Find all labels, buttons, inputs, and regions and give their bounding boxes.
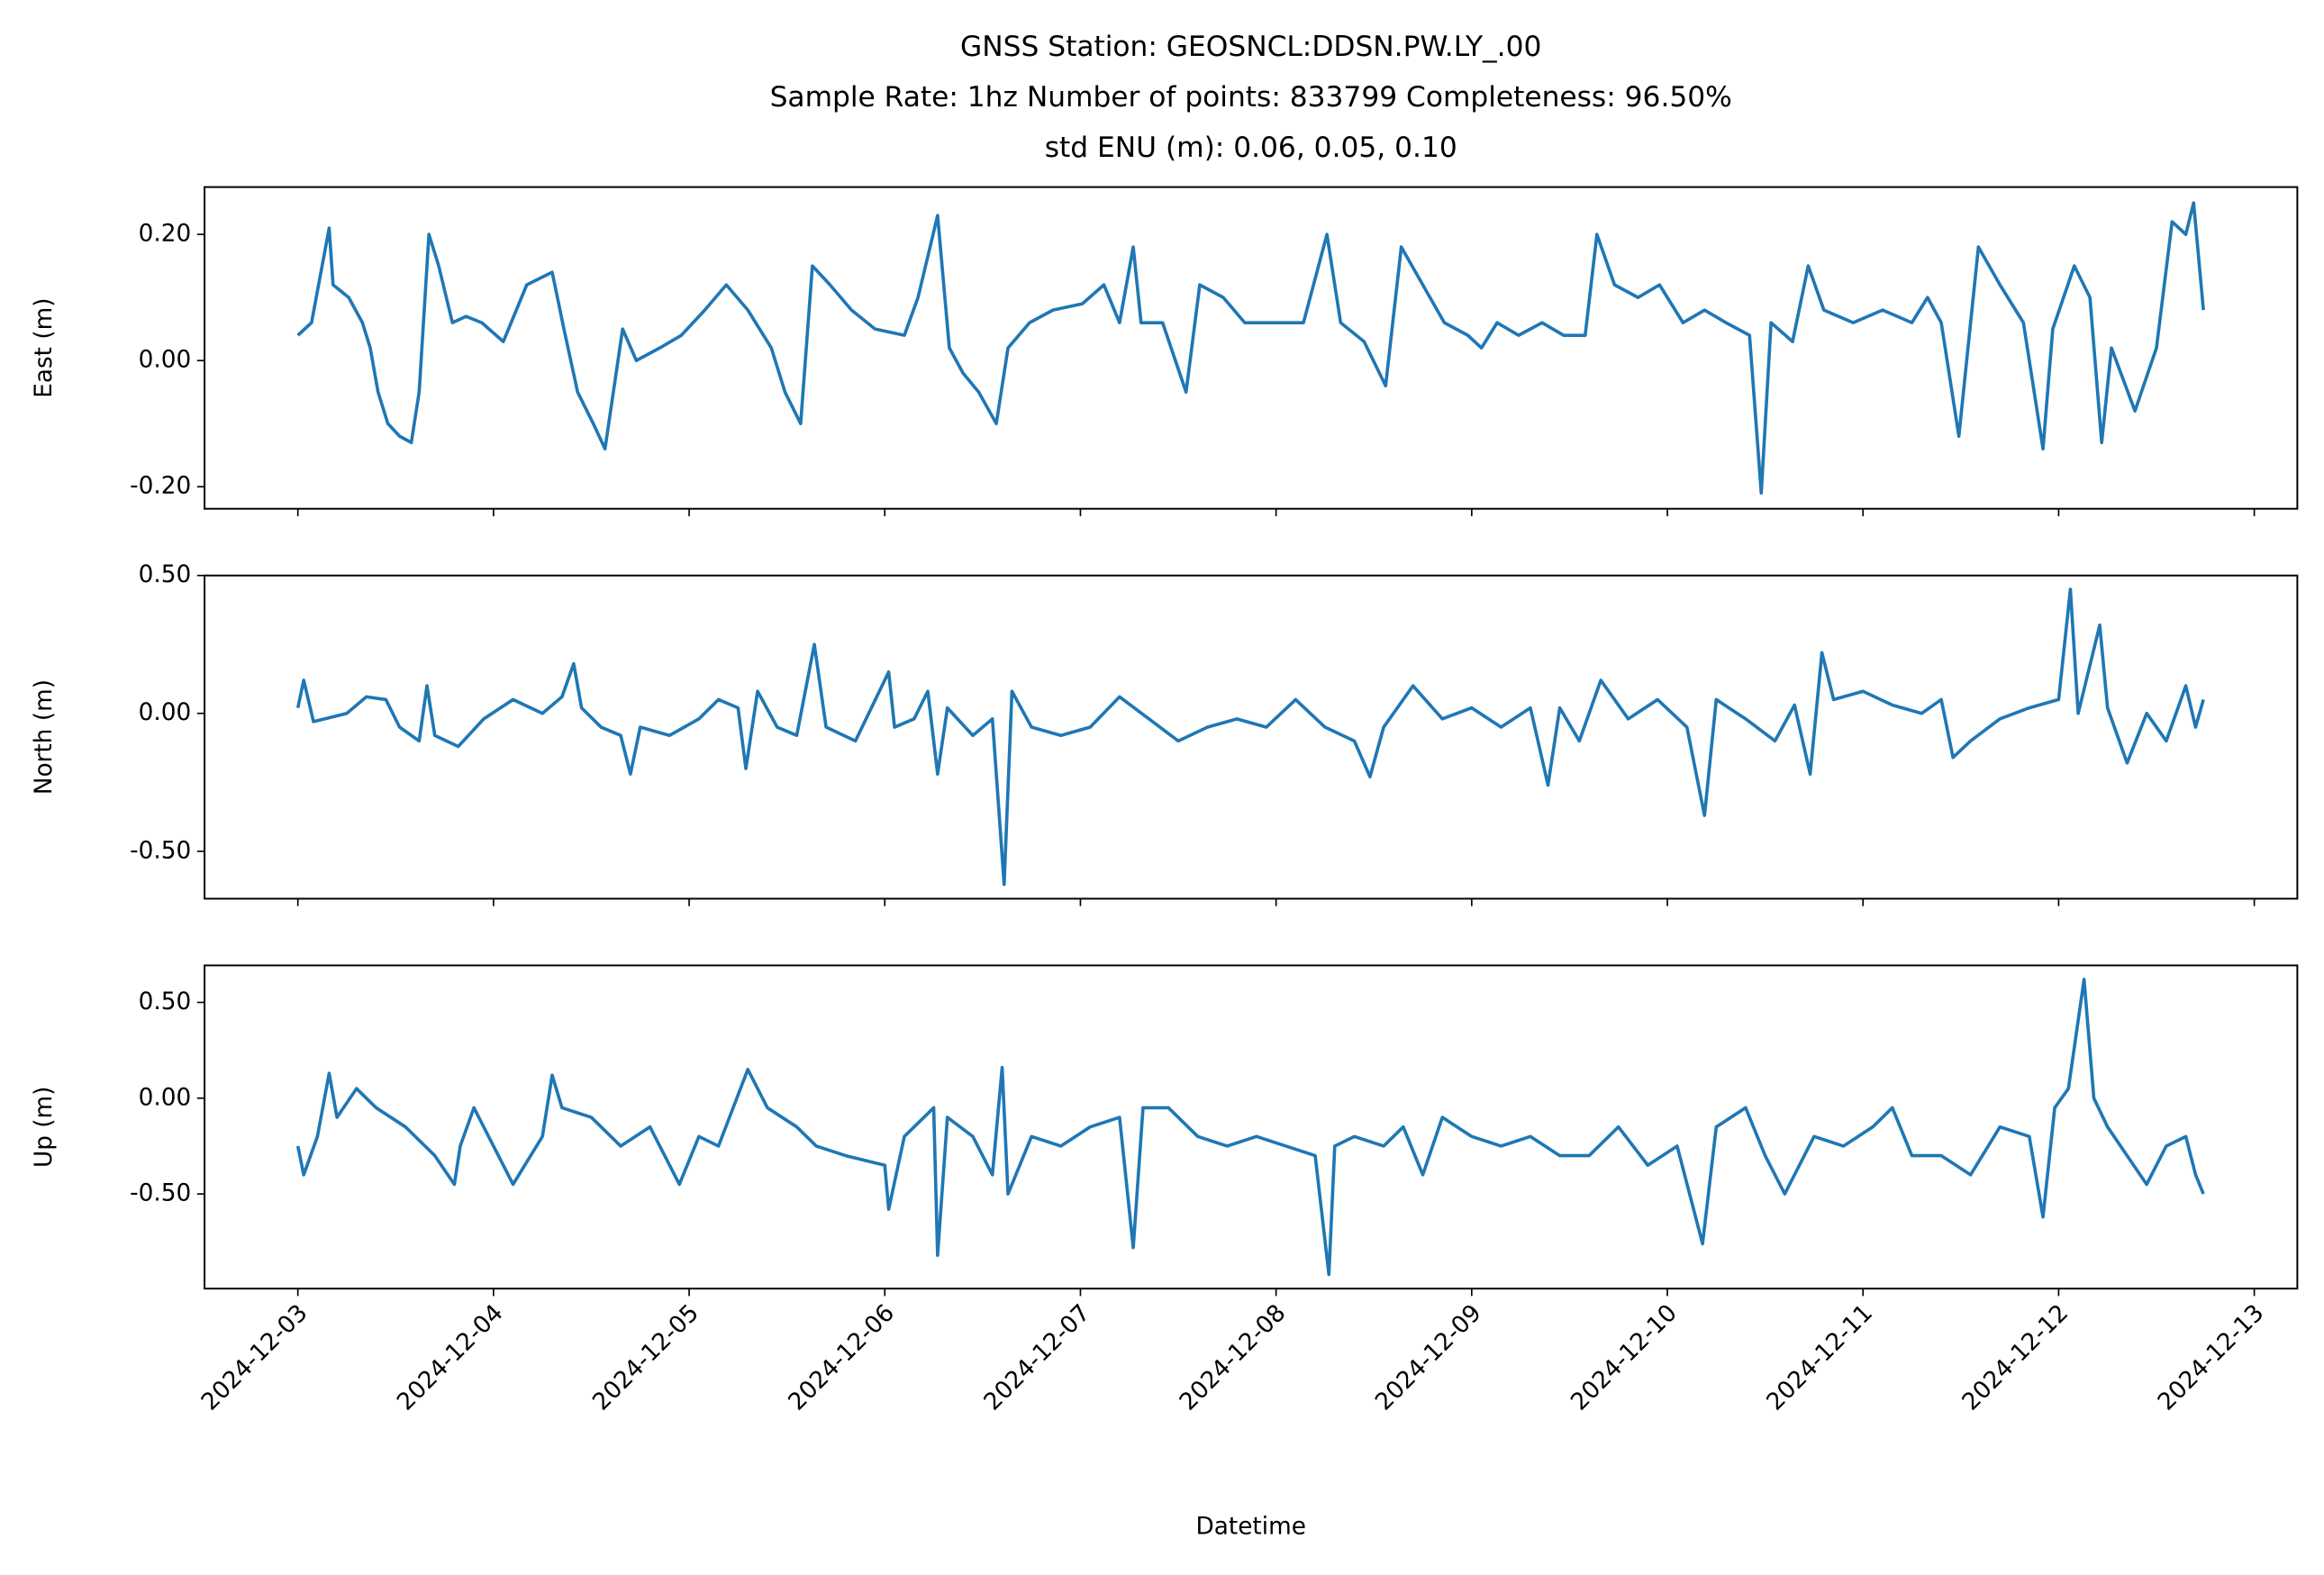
data-line — [295, 587, 2205, 887]
data-line — [296, 201, 2205, 495]
y-axis-label: Up (m) — [31, 1087, 58, 1169]
x-tick-label: 2024-12-07 — [979, 1299, 1095, 1416]
x-tick-label: 2024-12-12 — [1957, 1299, 2074, 1416]
y-tick-label: 0.50 — [139, 988, 192, 1015]
x-tick-label: 2024-12-09 — [1370, 1299, 1486, 1416]
y-tick-label: -0.50 — [130, 837, 191, 864]
y-tick-label: 0.20 — [139, 221, 192, 248]
x-tick-label: 2024-12-05 — [588, 1299, 704, 1416]
y-tick-label: 0.50 — [139, 561, 192, 588]
x-tick-label: 2024-12-06 — [784, 1299, 900, 1416]
x-tick-label: 2024-12-03 — [196, 1299, 313, 1416]
chart-title: GNSS Station: GEOSNCL:DDSN.PW.LY_.00 — [960, 31, 1541, 63]
x-tick-label: 2024-12-04 — [392, 1299, 508, 1416]
plot-frame — [204, 964, 2299, 1290]
chart-title: std ENU (m): 0.06, 0.05, 0.10 — [1045, 132, 1457, 164]
y-tick-label: -0.50 — [130, 1180, 191, 1207]
x-tick-label: 2024-12-13 — [2153, 1299, 2269, 1416]
y-tick-label: 0.00 — [139, 347, 192, 374]
y-tick-label: 0.00 — [139, 1084, 192, 1111]
x-axis-label: Datetime — [1196, 1514, 1306, 1541]
x-tick-label: 2024-12-11 — [1762, 1299, 1878, 1416]
x-tick-label: 2024-12-08 — [1175, 1299, 1291, 1416]
y-tick-label: 0.00 — [139, 699, 192, 726]
chart-title: Sample Rate: 1hz Number of points: 83379… — [770, 81, 1732, 114]
x-tick-label: 2024-12-10 — [1566, 1299, 1683, 1416]
data-line — [295, 978, 2205, 1277]
plot-frame — [204, 186, 2299, 510]
y-tick-label: -0.20 — [130, 473, 191, 500]
y-axis-label: North (m) — [31, 679, 58, 795]
plot-frame — [204, 574, 2299, 900]
y-axis-label: East (m) — [31, 297, 58, 397]
